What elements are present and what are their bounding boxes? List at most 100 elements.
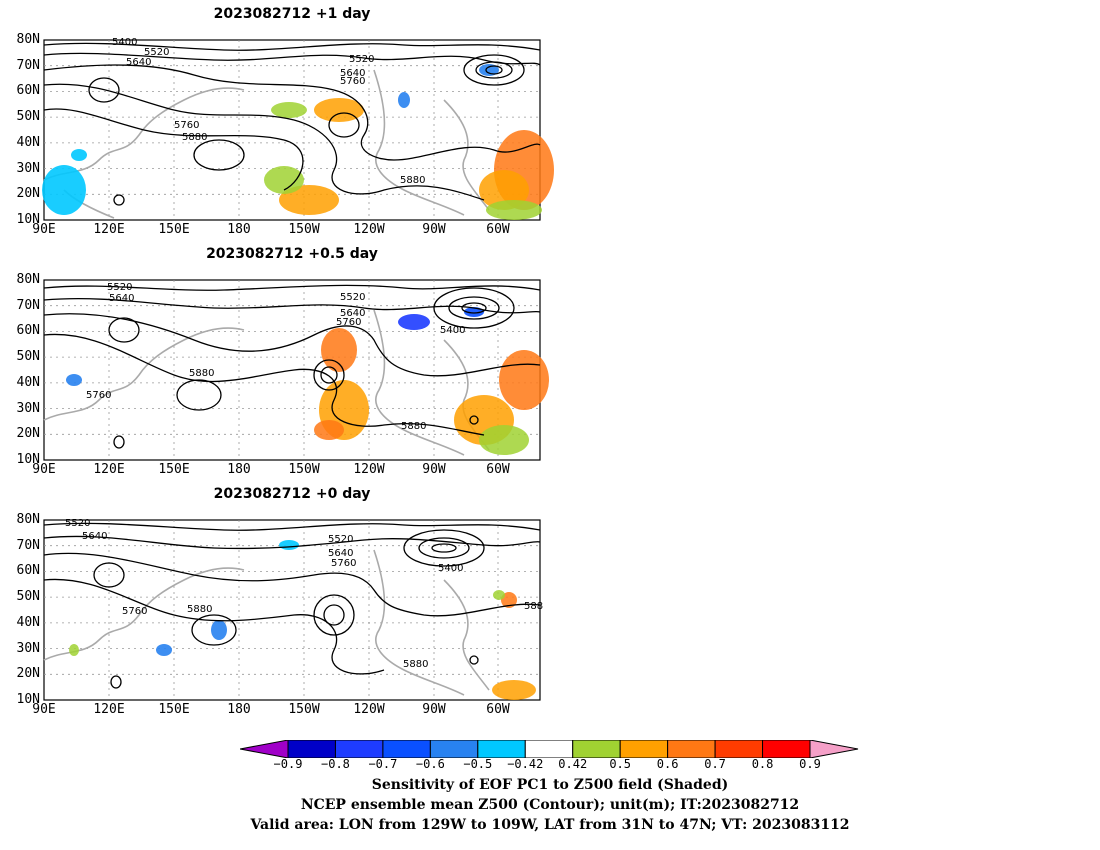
lon-tick-label: 150W <box>288 222 320 237</box>
lat-tick-label: 80N <box>16 32 40 47</box>
contour-label: 5880 <box>187 604 212 615</box>
colorbar-segment <box>619 740 669 758</box>
lat-tick-label: 40N <box>16 374 40 390</box>
lon-tick-label: 180 <box>227 702 251 717</box>
colorbar-segment <box>524 740 574 758</box>
lat-tick-label: 20N <box>16 666 40 682</box>
z500-contours <box>43 42 541 206</box>
contour-label: 5520 <box>349 54 374 65</box>
lon-tick-label: 150E <box>158 702 190 717</box>
lon-tick-label: 90W <box>422 462 446 477</box>
contour-label: 5640 <box>328 548 353 559</box>
grid-lines <box>44 520 540 700</box>
colorbar-tick-label: 0.9 <box>799 757 821 771</box>
lon-tick-label: 60W <box>486 462 510 477</box>
colorbar-tick-label: 0.5 <box>609 757 632 771</box>
colorbar-tick-label: 0.7 <box>704 757 726 771</box>
contour-label: 5640 <box>340 68 365 79</box>
colorbar-tick-label: 0.6 <box>656 757 679 771</box>
map-svg-1: 5400 5520 5640 5520 5640 5760 5760 5880 … <box>42 37 554 221</box>
contour-label: 5400 <box>112 37 137 48</box>
colorbar-segment <box>714 740 764 758</box>
lat-tick-label: 70N <box>16 297 40 313</box>
lon-tick-label: 150W <box>288 702 320 717</box>
contour-label: 5880 <box>182 132 207 143</box>
colorbar-segment <box>477 740 526 758</box>
contour-label: 5880 <box>400 175 425 186</box>
lon-tick-label: 90E <box>32 222 56 237</box>
lat-tick-label: 50N <box>16 349 40 365</box>
lon-tick-label: 90E <box>32 702 56 717</box>
contour-label: 5640 <box>109 293 134 304</box>
colorbar-tick-label: −0.9 <box>273 757 303 771</box>
lon-tick-label: 120W <box>353 462 385 477</box>
lon-tick-label: 120W <box>353 222 385 237</box>
lon-tick-label: 120W <box>353 702 385 717</box>
contour-label: 5400 <box>440 325 465 336</box>
lon-tick-label: 60W <box>486 222 510 237</box>
lon-tick-label: 90W <box>422 702 446 717</box>
contour-label: 5760 <box>86 390 111 401</box>
lat-tick-label: 40N <box>16 614 40 630</box>
lon-tick-label: 150E <box>158 462 190 477</box>
contour-label: 5640 <box>126 57 151 68</box>
contour-labels: 5520 5640 5520 5640 5760 5400 5760 5880 … <box>65 518 543 670</box>
contour-label: 5640 <box>340 308 365 319</box>
map-svg-3: 5520 5640 5520 5640 5760 5400 5760 5880 … <box>43 518 543 701</box>
contour-label: 5760 <box>336 317 361 328</box>
lat-tick-label: 30N <box>16 400 40 416</box>
contour-label: 5760 <box>340 76 365 87</box>
colorbar-tick-label: −0.42 <box>507 757 544 771</box>
colorbar <box>240 740 859 758</box>
panel-title-1: 2023082712 +1 day <box>213 6 371 22</box>
colorbar-tick-label: −0.5 <box>463 757 493 771</box>
lon-tick-label: 90W <box>422 222 446 237</box>
contour-label: 5400 <box>438 563 463 574</box>
lon-tick-label: 60W <box>486 702 510 717</box>
lat-tick-label: 10N <box>16 692 40 707</box>
colorbar-segment <box>429 740 479 758</box>
contour-label: 5880 <box>403 659 428 670</box>
contour-label: 5760 <box>122 606 147 617</box>
colorbar-left-arrow <box>240 740 289 758</box>
panel-title-3: 2023082712 +0 day <box>213 486 371 502</box>
panel-title-2: 2023082712 +0.5 day <box>206 246 378 262</box>
contour-label: 5880 <box>401 421 426 432</box>
lat-tick-label: 70N <box>16 537 40 553</box>
lat-tick-label: 10N <box>16 452 40 467</box>
contour-label: 588 <box>524 601 543 612</box>
colorbar-tick-label: −0.7 <box>368 757 398 771</box>
map-svg-2: 5520 5640 5520 5640 5760 5400 5760 5880 … <box>43 279 549 461</box>
lon-tick-label: 120E <box>93 222 125 237</box>
lat-tick-label: 80N <box>16 512 40 527</box>
lat-tick-label: 60N <box>16 563 40 579</box>
colorbar-segments <box>240 740 859 758</box>
colorbar-segment <box>334 740 384 758</box>
colorbar-tick-label: −0.6 <box>415 757 445 771</box>
contour-label: 5520 <box>144 47 169 58</box>
contour-label: 5760 <box>331 558 356 569</box>
contour-label: 5640 <box>82 531 107 542</box>
lon-tick-label: 120E <box>93 702 125 717</box>
map-panel-1: 5400 5520 5640 5520 5640 5760 5760 5880 … <box>42 37 554 221</box>
lat-tick-label: 40N <box>16 134 40 150</box>
z500-contours <box>43 284 541 449</box>
contour-label: 5520 <box>65 518 90 529</box>
lon-tick-label: 90E <box>32 462 56 477</box>
sensitivity-shading <box>42 64 554 220</box>
lon-tick-label: 120E <box>93 462 125 477</box>
colorbar-segment <box>762 740 811 758</box>
lon-tick-label: 150E <box>158 222 190 237</box>
colorbar-segment <box>667 740 716 758</box>
contour-label: 5520 <box>328 534 353 545</box>
colorbar-tick-label: −0.8 <box>321 757 350 771</box>
z500-contours <box>43 522 541 689</box>
lat-tick-label: 60N <box>16 323 40 339</box>
lon-tick-label: 150W <box>288 462 320 477</box>
lat-tick-label: 10N <box>16 212 40 227</box>
coastlines <box>43 549 490 696</box>
colorbar-tick-label: 0.8 <box>751 757 774 771</box>
caption-line-1: Sensitivity of EOF PC1 to Z500 field (Sh… <box>371 777 729 793</box>
map-panel-3: 5520 5640 5520 5640 5760 5400 5760 5880 … <box>43 518 543 701</box>
lat-tick-label: 70N <box>16 57 40 73</box>
